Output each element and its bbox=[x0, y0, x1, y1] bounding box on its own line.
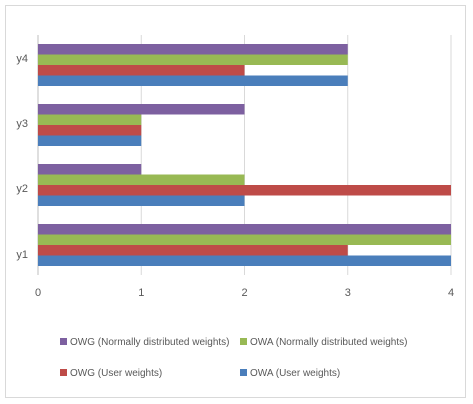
x-tick-3: 3 bbox=[345, 287, 351, 299]
legend-swatch-owa-user bbox=[240, 369, 247, 376]
x-tick-2: 2 bbox=[241, 287, 247, 299]
bar-y1-series-0 bbox=[38, 255, 451, 266]
category-label-y3: y3 bbox=[16, 118, 28, 130]
legend-label-owg-user: OWG (User weights) bbox=[70, 368, 162, 379]
bar-y4-series-1 bbox=[38, 65, 245, 76]
bar-y1-series-1 bbox=[38, 245, 348, 256]
legend-swatch-owg-normal bbox=[60, 338, 67, 345]
bar-y1-series-2 bbox=[38, 234, 451, 245]
bar-y3-series-3 bbox=[38, 104, 245, 115]
category-labels: y1 y2 y3 y4 bbox=[16, 53, 28, 261]
category-label-y1: y1 bbox=[16, 249, 28, 261]
legend-swatch-owg-user bbox=[60, 369, 67, 376]
legend-label-owa-user: OWA (User weights) bbox=[250, 368, 340, 379]
bar-y2-series-1 bbox=[38, 185, 451, 196]
bar-y2-series-3 bbox=[38, 164, 142, 175]
bars bbox=[38, 44, 451, 266]
bar-y4-series-2 bbox=[38, 54, 348, 65]
x-tick-0: 0 bbox=[35, 287, 41, 299]
category-label-y2: y2 bbox=[16, 183, 28, 195]
bar-y4-series-3 bbox=[38, 44, 348, 55]
legend-swatch-owa-normal bbox=[240, 338, 247, 345]
legend: OWG (Normally distributed weights) OWA (… bbox=[60, 337, 407, 379]
legend-label-owa-normal: OWA (Normally distributed weights) bbox=[250, 337, 407, 348]
legend-label-owg-normal: OWG (Normally distributed weights) bbox=[70, 337, 229, 348]
x-tick-4: 4 bbox=[448, 287, 454, 299]
bar-y3-series-0 bbox=[38, 135, 142, 146]
bar-y3-series-2 bbox=[38, 114, 142, 125]
bar-y1-series-3 bbox=[38, 224, 451, 235]
category-label-y4: y4 bbox=[16, 53, 28, 65]
bar-y2-series-0 bbox=[38, 195, 245, 206]
x-tick-labels: 0 1 2 3 4 bbox=[35, 287, 454, 299]
x-tick-1: 1 bbox=[138, 287, 144, 299]
bar-y4-series-0 bbox=[38, 75, 348, 86]
bar-y3-series-1 bbox=[38, 125, 142, 136]
bar-y2-series-2 bbox=[38, 174, 245, 185]
